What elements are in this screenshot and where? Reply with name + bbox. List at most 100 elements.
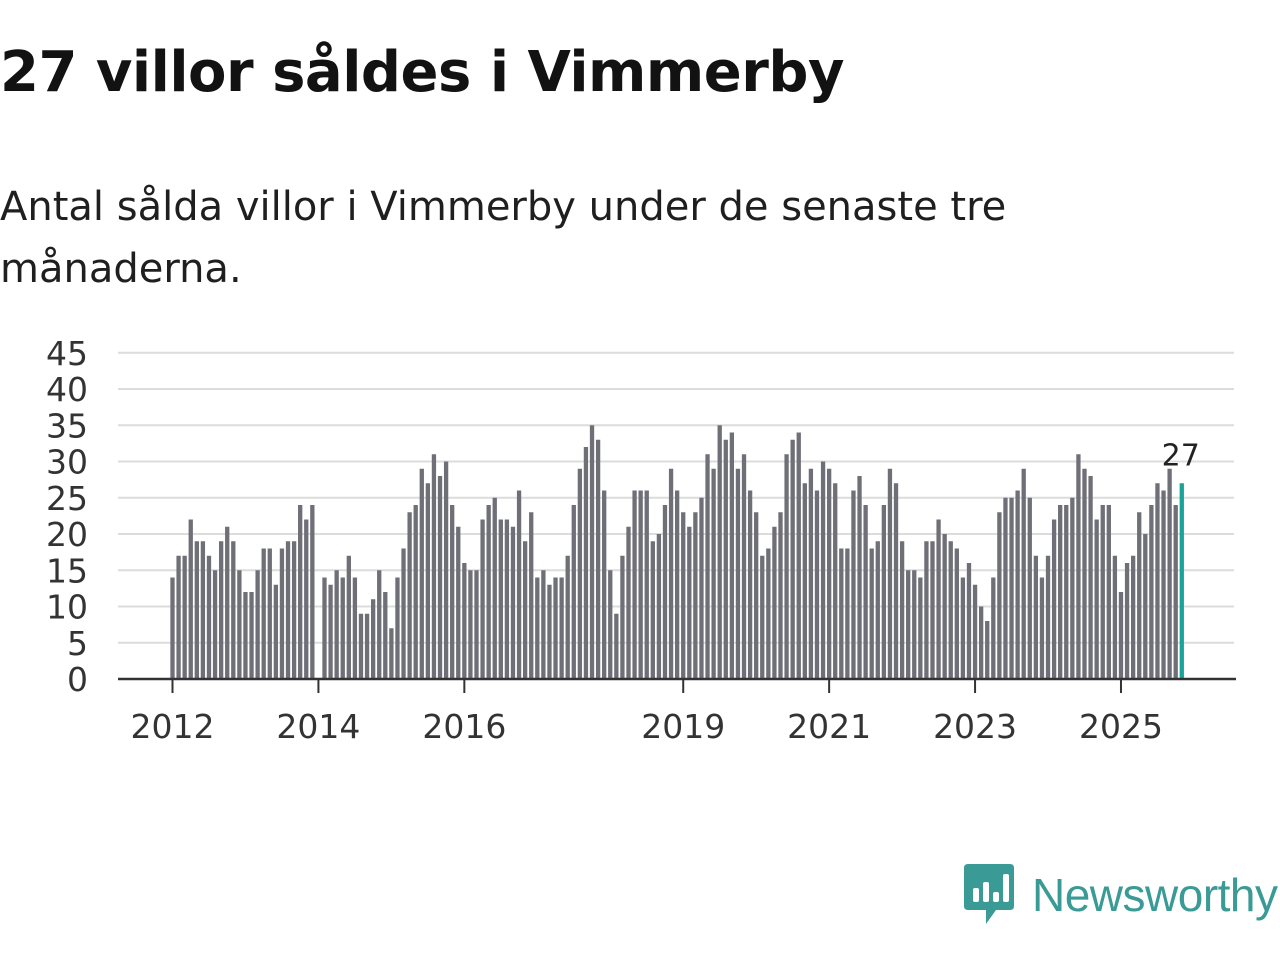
bar — [218, 541, 224, 679]
bar — [1100, 505, 1105, 679]
bar — [425, 483, 431, 679]
bar — [875, 541, 880, 679]
bar — [1118, 592, 1124, 679]
bar — [529, 512, 534, 679]
bar — [717, 425, 722, 679]
x-tick-label: 2019 — [641, 707, 725, 740]
bar — [553, 577, 558, 679]
bar — [291, 541, 297, 679]
bar — [869, 548, 874, 679]
chart-subtitle: Antal sålda villor i Vimmerby under de s… — [0, 184, 1007, 292]
bar — [942, 534, 947, 679]
bar — [383, 592, 388, 679]
bar — [632, 490, 637, 679]
x-tick-label: 2012 — [131, 707, 215, 740]
bar — [522, 541, 528, 679]
bar — [881, 505, 887, 679]
bar — [966, 563, 972, 679]
bar — [261, 548, 266, 679]
bar — [723, 439, 728, 679]
bar — [559, 577, 564, 679]
bar — [833, 483, 838, 679]
bar — [583, 447, 589, 679]
bar — [899, 541, 905, 679]
bar — [674, 490, 680, 679]
bar — [334, 570, 339, 679]
newsworthy-logo-icon — [964, 864, 1014, 924]
bar — [1106, 505, 1111, 679]
bar — [662, 505, 668, 679]
bar — [401, 548, 406, 679]
bar — [644, 490, 649, 679]
bar — [851, 490, 856, 679]
y-tick-label: 30 — [46, 443, 88, 482]
bar — [985, 621, 990, 679]
bar — [972, 584, 978, 679]
bar — [377, 570, 382, 679]
bar — [595, 439, 601, 679]
bar — [364, 613, 370, 679]
bar — [419, 468, 424, 679]
bar — [814, 490, 820, 679]
bar — [845, 548, 850, 679]
bar — [358, 613, 364, 679]
bar — [936, 519, 941, 679]
bar — [1058, 505, 1063, 679]
x-tick-label: 2025 — [1079, 707, 1163, 740]
bar — [991, 577, 996, 679]
bar — [960, 577, 966, 679]
bar — [516, 490, 522, 679]
bar — [237, 570, 242, 679]
bar — [200, 541, 206, 679]
bar — [754, 512, 759, 679]
bar — [249, 592, 254, 679]
bar — [535, 577, 540, 679]
bar — [310, 505, 315, 679]
y-tick-label: 25 — [46, 479, 88, 518]
bar — [656, 534, 662, 679]
bar — [577, 468, 583, 679]
bar — [1070, 497, 1075, 679]
bar — [1167, 468, 1172, 679]
bar — [437, 476, 443, 679]
bar — [1027, 497, 1032, 679]
bar — [1155, 483, 1160, 679]
y-tick-label: 35 — [46, 406, 88, 445]
bar — [231, 541, 236, 679]
bar — [954, 548, 959, 679]
bar — [826, 468, 832, 679]
bar — [1173, 505, 1178, 679]
bar — [1076, 454, 1081, 679]
page-title: 27 villor såldes i Vimmerby — [0, 40, 844, 105]
bar — [395, 577, 400, 679]
y-tick-label: 40 — [46, 370, 88, 409]
bar — [626, 526, 631, 679]
y-tick-label: 45 — [46, 334, 88, 373]
bar — [340, 577, 345, 679]
bar — [839, 548, 844, 679]
bar — [206, 555, 212, 679]
x-tick-label: 2016 — [422, 707, 506, 740]
bar — [650, 541, 655, 679]
bar — [1009, 497, 1014, 679]
bar — [1112, 555, 1118, 679]
bar — [1137, 512, 1142, 679]
bar — [370, 599, 376, 679]
bar — [480, 519, 485, 679]
bar — [1124, 563, 1130, 679]
bar — [1045, 555, 1051, 679]
brand-name: Newsworthy — [1032, 869, 1278, 921]
bar — [1094, 519, 1099, 679]
bar — [784, 454, 789, 679]
bar — [504, 519, 510, 679]
bar — [322, 577, 327, 679]
bar — [182, 555, 187, 679]
bar — [918, 577, 923, 679]
bar — [729, 432, 735, 679]
bar — [796, 432, 801, 679]
bar — [194, 541, 199, 679]
bar — [1003, 497, 1008, 679]
bar — [638, 490, 643, 679]
